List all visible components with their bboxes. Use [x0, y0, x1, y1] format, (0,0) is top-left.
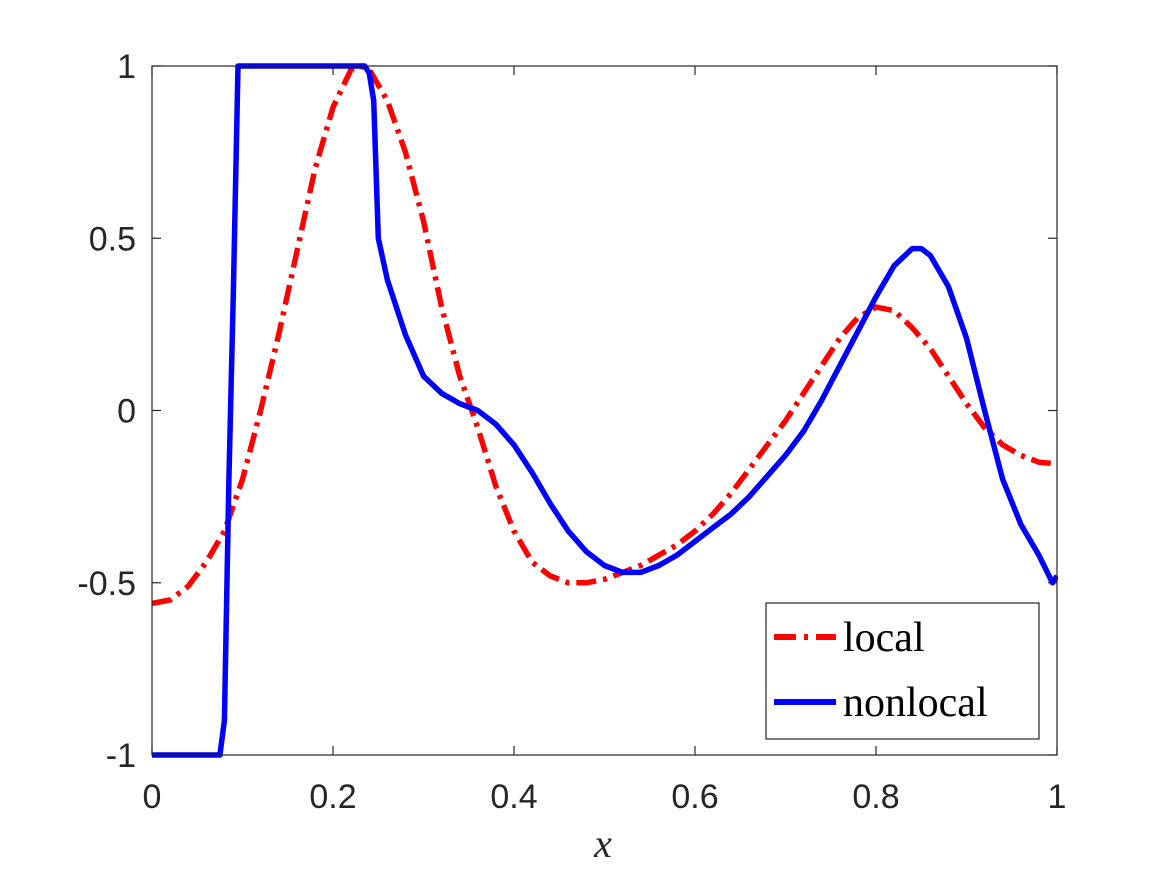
x-tick-label: 1 — [1048, 778, 1067, 816]
legend-label-local: local — [843, 615, 925, 661]
y-tick-label: 0 — [117, 393, 136, 431]
x-tick-label: 0.2 — [309, 778, 356, 816]
series-line-local — [152, 63, 1058, 607]
legend-box — [765, 602, 1040, 740]
y-tick-label: 1 — [117, 48, 136, 86]
x-tick-label: 0 — [143, 778, 162, 816]
x-tick-label: 0.8 — [852, 778, 899, 816]
tick-labels: 0 0.2 0.4 0.6 0.8 1 1 0.5 0 -0.5 -1 — [77, 48, 1066, 816]
plot-frame — [151, 65, 1058, 756]
legend-label-nonlocal: nonlocal — [843, 680, 988, 726]
y-tick-label: 0.5 — [89, 220, 136, 258]
y-tick-label: -1 — [106, 737, 136, 775]
legend: local nonlocal — [765, 602, 1040, 740]
x-axis-label: x — [593, 821, 612, 866]
x-tick-label: 0.6 — [671, 778, 718, 816]
x-tick-label: 0.4 — [490, 778, 537, 816]
y-tick-label: -0.5 — [77, 565, 136, 603]
